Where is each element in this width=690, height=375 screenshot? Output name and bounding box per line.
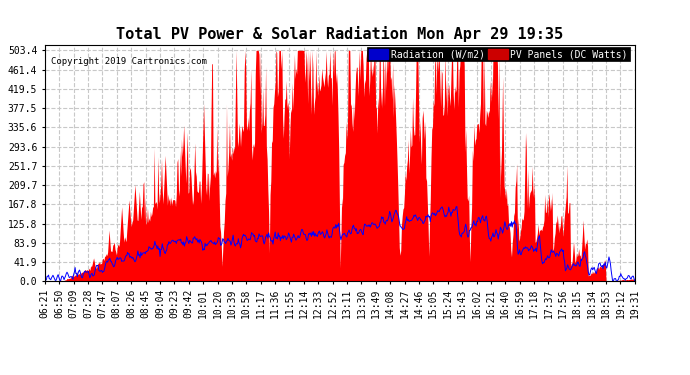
- Legend: Radiation (W/m2), PV Panels (DC Watts): Radiation (W/m2), PV Panels (DC Watts): [367, 48, 630, 62]
- Text: Copyright 2019 Cartronics.com: Copyright 2019 Cartronics.com: [51, 57, 206, 66]
- Title: Total PV Power & Solar Radiation Mon Apr 29 19:35: Total PV Power & Solar Radiation Mon Apr…: [116, 27, 564, 42]
